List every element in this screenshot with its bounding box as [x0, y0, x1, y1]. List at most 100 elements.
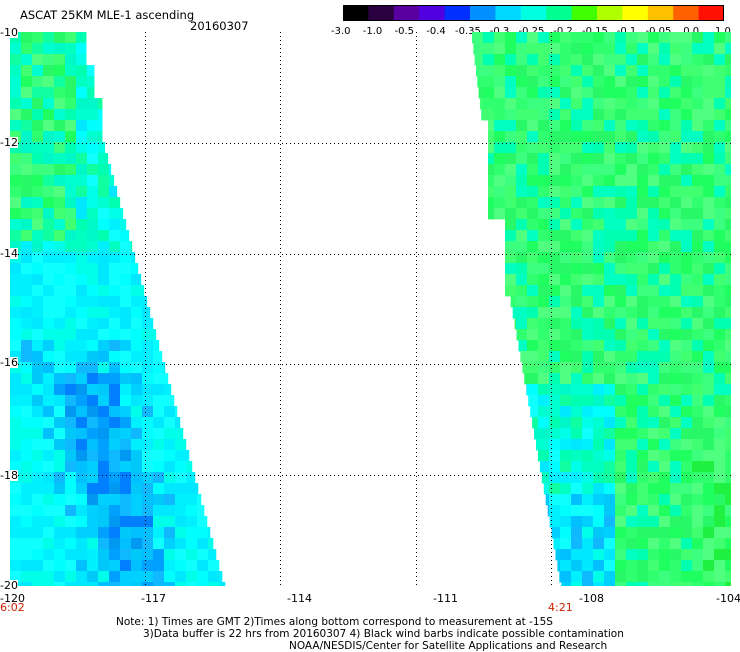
data-cell	[87, 472, 99, 484]
data-cell	[21, 472, 33, 484]
data-cell	[65, 164, 77, 176]
data-cell	[560, 186, 572, 198]
data-cell	[43, 571, 55, 583]
data-cell	[615, 527, 627, 539]
data-cell	[538, 362, 550, 374]
data-cell	[538, 263, 550, 275]
data-cell	[516, 219, 528, 231]
colorbar-label: -0.5	[394, 26, 415, 37]
data-cell	[65, 538, 77, 550]
data-cell	[659, 560, 671, 572]
data-cell	[703, 175, 715, 187]
data-cell	[549, 76, 561, 88]
data-cell	[43, 417, 55, 429]
data-cell	[703, 65, 715, 77]
data-cell	[670, 307, 682, 319]
data-cell	[725, 417, 731, 429]
data-cell	[120, 219, 127, 231]
data-cell	[604, 494, 616, 506]
data-cell	[648, 351, 660, 363]
data-cell	[692, 76, 704, 88]
data-cell	[538, 164, 550, 176]
data-cell	[505, 285, 517, 297]
data-cell	[681, 351, 693, 363]
data-cell	[560, 76, 572, 88]
data-cell	[725, 296, 731, 308]
data-cell	[65, 472, 77, 484]
data-cell	[516, 142, 528, 154]
data-cell	[21, 274, 33, 286]
data-cell	[142, 406, 154, 418]
data-cell	[725, 329, 731, 341]
data-cell	[98, 439, 110, 451]
data-cell	[615, 263, 627, 275]
data-cell	[87, 252, 99, 264]
data-cell	[65, 76, 77, 88]
data-cell	[65, 131, 77, 143]
data-cell	[10, 197, 22, 209]
data-cell	[87, 549, 99, 561]
data-cell	[659, 87, 671, 99]
data-cell	[10, 538, 22, 550]
data-cell	[109, 395, 121, 407]
swath-map	[10, 32, 731, 586]
data-cell	[571, 384, 583, 396]
data-cell	[65, 351, 77, 363]
data-cell	[703, 274, 715, 286]
data-cell	[571, 230, 583, 242]
data-cell	[703, 241, 715, 253]
colorbar-swatch	[393, 5, 420, 21]
data-cell	[32, 87, 44, 99]
data-cell	[153, 373, 165, 385]
data-cell	[648, 197, 660, 209]
data-cell	[527, 373, 539, 385]
data-cell	[43, 483, 55, 495]
data-cell	[593, 461, 605, 473]
data-cell	[87, 505, 99, 517]
data-cell	[142, 505, 154, 517]
data-cell	[714, 461, 726, 473]
data-cell	[98, 252, 110, 264]
data-cell	[626, 406, 638, 418]
data-cell	[538, 153, 550, 165]
data-cell	[714, 219, 726, 231]
data-cell	[120, 373, 132, 385]
data-cell	[604, 417, 616, 429]
data-cell	[670, 98, 682, 110]
data-cell	[571, 109, 583, 121]
data-cell	[670, 164, 682, 176]
data-cell	[43, 230, 55, 242]
data-cell	[494, 175, 506, 187]
data-cell	[648, 263, 660, 275]
data-cell	[582, 483, 594, 495]
data-cell	[670, 76, 682, 88]
data-cell	[637, 296, 649, 308]
data-cell	[626, 109, 638, 121]
data-cell	[659, 549, 671, 561]
data-cell	[692, 494, 704, 506]
data-cell	[208, 560, 220, 572]
data-cell	[87, 76, 95, 88]
data-cell	[483, 54, 495, 66]
data-cell	[670, 395, 682, 407]
data-cell	[527, 120, 539, 132]
data-cell	[76, 98, 88, 110]
data-cell	[692, 527, 704, 539]
data-cell	[604, 208, 616, 220]
data-cell	[659, 450, 671, 462]
data-cell	[142, 472, 154, 484]
data-cell	[703, 362, 715, 374]
data-cell	[65, 98, 77, 110]
data-cell	[527, 175, 539, 187]
data-cell	[725, 87, 731, 99]
data-cell	[142, 373, 154, 385]
data-cell	[76, 43, 87, 55]
data-cell	[131, 516, 143, 528]
data-cell	[582, 472, 594, 484]
data-cell	[10, 87, 22, 99]
data-cell	[692, 450, 704, 462]
data-cell	[528, 395, 539, 407]
data-cell	[505, 65, 517, 77]
data-cell	[98, 461, 110, 473]
data-cell	[164, 406, 176, 418]
